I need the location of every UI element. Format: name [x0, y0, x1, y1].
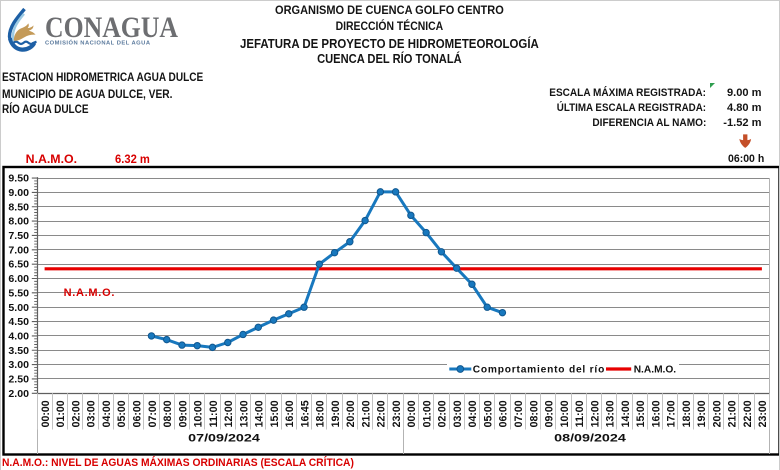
svg-text:03:00: 03:00: [86, 400, 98, 427]
svg-text:15:00: 15:00: [269, 400, 281, 427]
svg-text:07/09/2024: 07/09/2024: [188, 432, 261, 444]
svg-text:N.A.M.O.: N.A.M.O.: [64, 287, 115, 299]
svg-text:04:00: 04:00: [467, 400, 479, 427]
svg-text:5.50: 5.50: [8, 288, 29, 299]
svg-text:07:00: 07:00: [513, 400, 525, 427]
svg-text:10:00: 10:00: [559, 400, 571, 427]
svg-text:14:00: 14:00: [254, 400, 266, 427]
svg-text:07:00: 07:00: [147, 400, 159, 427]
svg-text:7.50: 7.50: [8, 231, 29, 242]
svg-text:19:00: 19:00: [696, 400, 708, 427]
svg-text:2.50: 2.50: [8, 375, 29, 386]
svg-text:02:00: 02:00: [437, 400, 449, 427]
svg-text:4.50: 4.50: [8, 317, 29, 328]
svg-text:14:00: 14:00: [620, 400, 632, 427]
svg-text:3.50: 3.50: [8, 346, 29, 357]
svg-text:18:00: 18:00: [681, 400, 693, 427]
svg-text:20:00: 20:00: [711, 400, 723, 427]
svg-text:19:00: 19:00: [330, 400, 342, 427]
svg-text:9.50: 9.50: [8, 174, 29, 185]
svg-text:18:00: 18:00: [315, 400, 327, 427]
svg-text:4.00: 4.00: [8, 332, 29, 343]
svg-text:Comportamiento del río: Comportamiento del río: [473, 364, 605, 375]
svg-text:00:00: 00:00: [40, 400, 52, 427]
svg-text:01:00: 01:00: [421, 400, 433, 427]
svg-text:9.00: 9.00: [8, 188, 29, 199]
svg-text:21:00: 21:00: [360, 400, 372, 427]
svg-text:22:00: 22:00: [742, 400, 754, 427]
svg-text:00:00: 00:00: [406, 400, 418, 427]
svg-text:08/09/2024: 08/09/2024: [554, 432, 627, 444]
svg-text:06:00: 06:00: [498, 400, 510, 427]
svg-text:15:00: 15:00: [635, 400, 647, 427]
svg-text:11:00: 11:00: [208, 400, 220, 427]
svg-text:16:00: 16:00: [650, 400, 662, 427]
svg-text:09:00: 09:00: [544, 400, 556, 427]
svg-text:05:00: 05:00: [116, 400, 128, 427]
svg-text:7.00: 7.00: [8, 245, 29, 256]
svg-text:02:00: 02:00: [70, 400, 82, 427]
svg-text:12:00: 12:00: [589, 400, 601, 427]
svg-text:06:00: 06:00: [131, 400, 143, 427]
svg-text:22:00: 22:00: [376, 400, 388, 427]
svg-text:20:00: 20:00: [345, 400, 357, 427]
svg-text:04:00: 04:00: [101, 400, 113, 427]
svg-text:03:00: 03:00: [452, 400, 464, 427]
svg-text:2.00: 2.00: [8, 389, 29, 400]
svg-text:08:00: 08:00: [162, 400, 174, 427]
svg-text:6.50: 6.50: [8, 260, 29, 271]
svg-text:10:00: 10:00: [193, 400, 205, 427]
svg-text:11:00: 11:00: [574, 400, 586, 427]
svg-text:16:00: 16:00: [284, 400, 296, 427]
svg-text:05:00: 05:00: [482, 400, 494, 427]
svg-text:CONAGUA: CONAGUA: [45, 11, 178, 44]
svg-text:21:00: 21:00: [727, 400, 739, 427]
svg-text:6.00: 6.00: [8, 274, 29, 285]
svg-text:8.50: 8.50: [8, 202, 29, 213]
svg-text:8.00: 8.00: [8, 217, 29, 228]
svg-text:5.00: 5.00: [8, 303, 29, 314]
svg-text:09:00: 09:00: [177, 400, 189, 427]
svg-text:COMISIÓN NACIONAL DEL AGUA: COMISIÓN NACIONAL DEL AGUA: [45, 39, 151, 47]
svg-text:08:00: 08:00: [528, 400, 540, 427]
svg-text:13:00: 13:00: [605, 400, 617, 427]
svg-text:23:00: 23:00: [757, 400, 769, 427]
svg-text:17:00: 17:00: [666, 400, 678, 427]
svg-text:13:00: 13:00: [238, 400, 250, 427]
svg-text:N.A.M.O.: N.A.M.O.: [634, 364, 677, 375]
svg-text:12:00: 12:00: [223, 400, 235, 427]
svg-text:3.00: 3.00: [8, 360, 29, 371]
svg-text:23:00: 23:00: [391, 400, 403, 427]
svg-text:16:45: 16:45: [299, 400, 311, 427]
svg-text:01:00: 01:00: [55, 400, 67, 427]
